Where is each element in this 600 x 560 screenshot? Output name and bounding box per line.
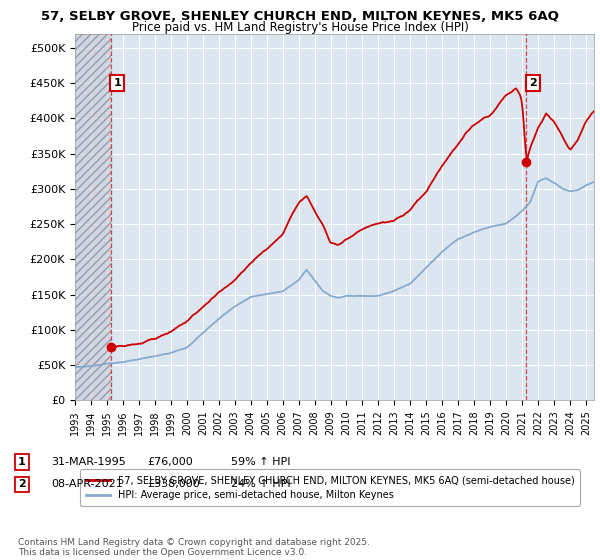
Text: Price paid vs. HM Land Registry's House Price Index (HPI): Price paid vs. HM Land Registry's House … <box>131 21 469 34</box>
Text: 1: 1 <box>18 457 26 467</box>
Text: 2: 2 <box>529 78 536 88</box>
Text: 57, SELBY GROVE, SHENLEY CHURCH END, MILTON KEYNES, MK5 6AQ: 57, SELBY GROVE, SHENLEY CHURCH END, MIL… <box>41 10 559 22</box>
Bar <box>75 34 111 400</box>
Text: 59% ↑ HPI: 59% ↑ HPI <box>231 457 290 467</box>
Text: 24% ↑ HPI: 24% ↑ HPI <box>231 479 290 489</box>
Text: 2: 2 <box>18 479 26 489</box>
Text: Contains HM Land Registry data © Crown copyright and database right 2025.
This d: Contains HM Land Registry data © Crown c… <box>18 538 370 557</box>
Text: 1: 1 <box>113 78 121 88</box>
Text: £338,000: £338,000 <box>147 479 200 489</box>
Text: 08-APR-2021: 08-APR-2021 <box>51 479 123 489</box>
Text: £76,000: £76,000 <box>147 457 193 467</box>
Legend: 57, SELBY GROVE, SHENLEY CHURCH END, MILTON KEYNES, MK5 6AQ (semi-detached house: 57, SELBY GROVE, SHENLEY CHURCH END, MIL… <box>80 469 580 506</box>
Text: 31-MAR-1995: 31-MAR-1995 <box>51 457 126 467</box>
